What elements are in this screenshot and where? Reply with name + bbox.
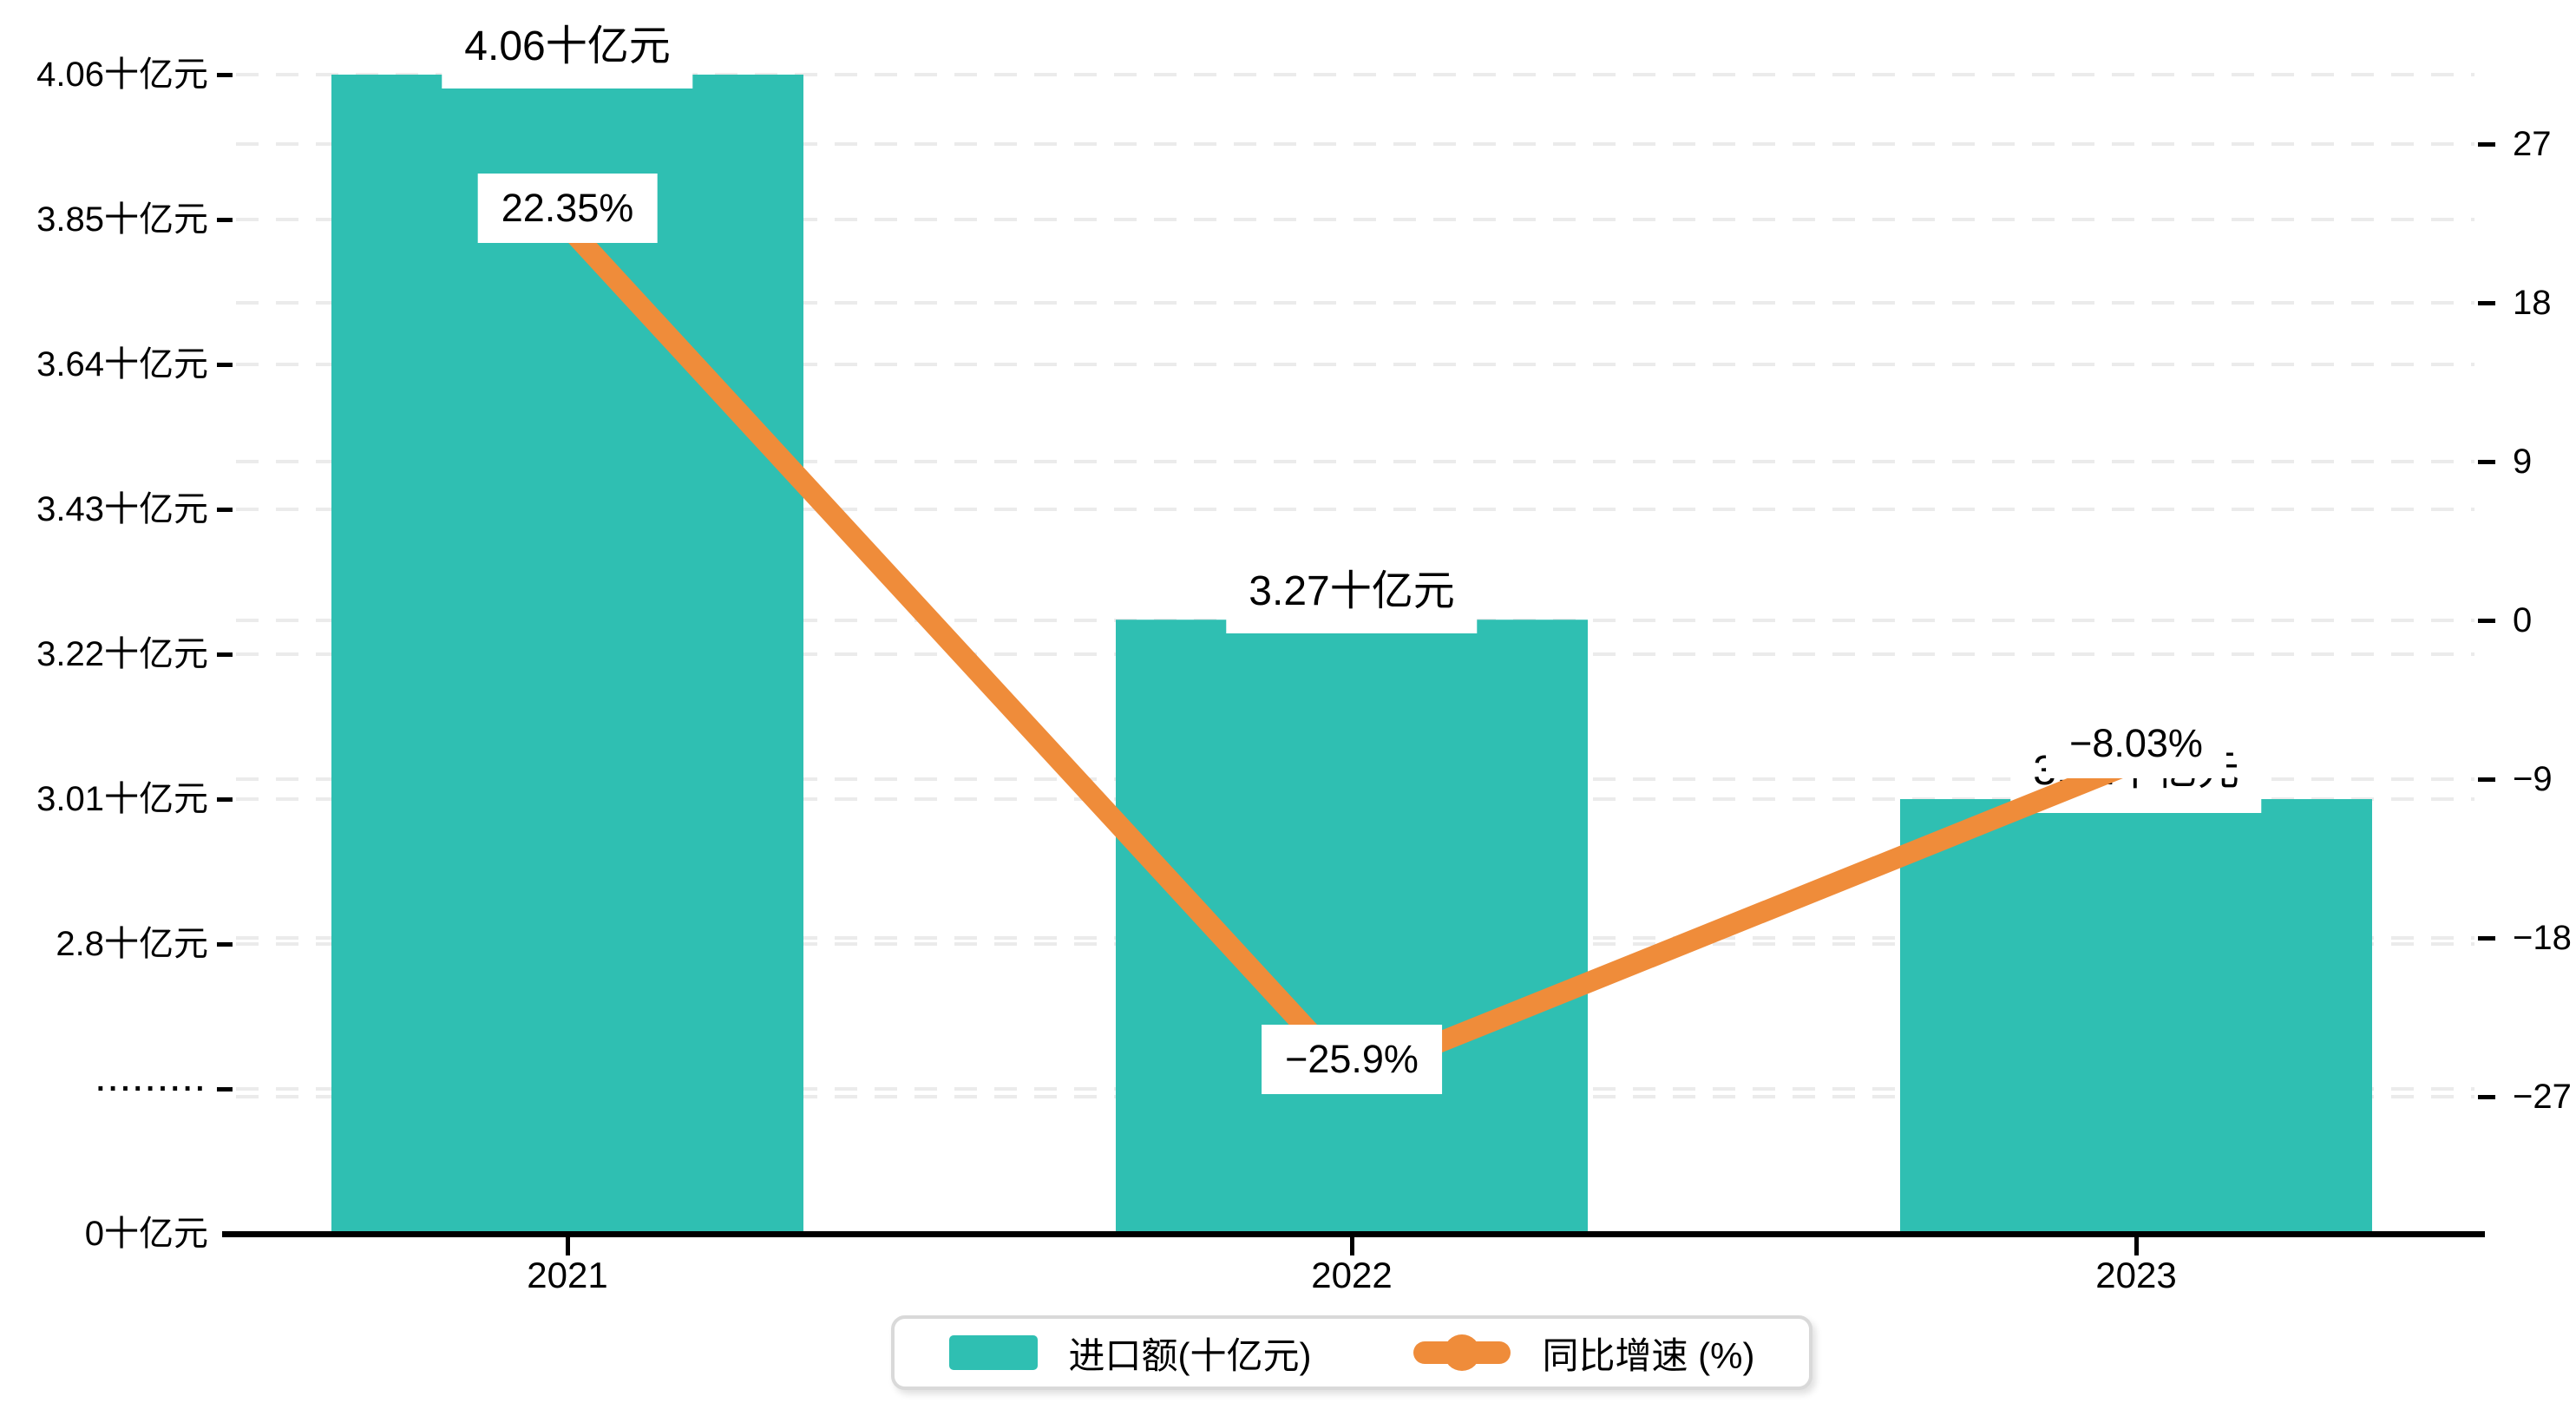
x-axis-label-2023: 2023 xyxy=(2095,1255,2177,1295)
legend-item-yoy-growth[interactable]: 同比增速 (%) xyxy=(1413,1327,1754,1380)
line-series-marker-icon xyxy=(1413,1333,1511,1373)
left-axis-break-label: ········· xyxy=(96,1072,208,1105)
left-axis-tick-label: 2.8十亿元 xyxy=(56,925,208,963)
legend-label-import-amount: 进口额(十亿元) xyxy=(1068,1334,1312,1376)
bar-series-swatch-icon xyxy=(948,1335,1038,1370)
left-axis-tick-label: 3.64十亿元 xyxy=(36,345,208,384)
right-axis-tick-label: −27 xyxy=(2513,1078,2572,1116)
line-value-label-2021: 22.35% xyxy=(477,173,658,243)
right-axis-tick-label: 27 xyxy=(2513,125,2552,163)
left-axis-tick-label: 3.01十亿元 xyxy=(36,780,208,818)
left-axis-tick-label: 4.06十亿元 xyxy=(36,56,208,94)
right-axis-tick-label: −18 xyxy=(2513,919,2572,957)
line-value-label-2023: −8.03% xyxy=(2046,709,2226,779)
left-axis-tick-label: 0十亿元 xyxy=(84,1215,208,1253)
line-value-label-2022: −25.9% xyxy=(1262,1024,1442,1094)
right-axis-tick-label: 0 xyxy=(2513,601,2533,639)
left-axis-tick-label: 3.22十亿元 xyxy=(36,635,208,673)
legend-item-import-amount[interactable]: 进口额(十亿元) xyxy=(948,1327,1312,1380)
right-axis-tick-label: 18 xyxy=(2513,284,2552,322)
bar-value-label-2021: 4.06十亿元 xyxy=(442,22,693,88)
left-axis-tick-label: 3.43十亿元 xyxy=(36,490,208,528)
x-axis-label-2022: 2022 xyxy=(1311,1255,1393,1295)
x-axis-label-2021: 2021 xyxy=(527,1255,608,1295)
left-axis-tick-label: 3.85十亿元 xyxy=(36,200,208,239)
legend: 进口额(十亿元) 同比增速 (%) xyxy=(891,1315,1812,1390)
legend-label-yoy-growth: 同比增速 (%) xyxy=(1542,1334,1755,1376)
right-axis-tick-label: 9 xyxy=(2513,442,2533,481)
right-axis-tick-label: −9 xyxy=(2513,760,2553,798)
